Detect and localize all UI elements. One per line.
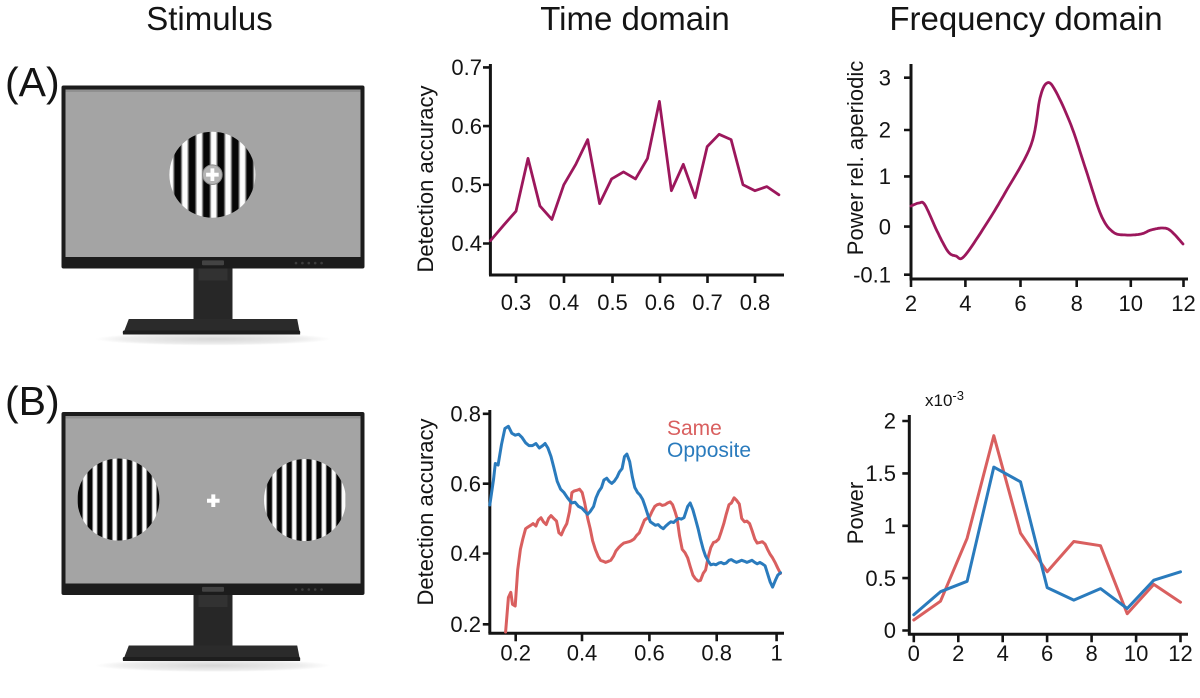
svg-text:Detection accuracy: Detection accuracy <box>413 85 438 272</box>
svg-text:0.4: 0.4 <box>549 290 580 315</box>
svg-text:Frequency domain: Frequency domain <box>889 0 1162 37</box>
svg-text:0: 0 <box>884 618 896 643</box>
svg-text:0.7: 0.7 <box>451 55 482 80</box>
svg-text:10: 10 <box>1124 641 1148 666</box>
svg-text:0.3: 0.3 <box>501 290 532 315</box>
svg-text:8: 8 <box>1071 291 1083 316</box>
svg-text:4: 4 <box>997 641 1009 666</box>
svg-text:2: 2 <box>952 641 964 666</box>
svg-text:0.4: 0.4 <box>451 231 482 256</box>
svg-text:0.4: 0.4 <box>567 640 598 665</box>
svg-text:Power: Power <box>843 482 868 544</box>
svg-text:1.5: 1.5 <box>865 461 896 486</box>
svg-text:0.7: 0.7 <box>692 290 723 315</box>
svg-text:0.5: 0.5 <box>597 290 628 315</box>
svg-text:2: 2 <box>905 291 917 316</box>
svg-text:0.6: 0.6 <box>450 471 481 496</box>
svg-text:12: 12 <box>1171 291 1195 316</box>
svg-text:Detection accuracy: Detection accuracy <box>413 418 438 605</box>
svg-text:4: 4 <box>959 291 971 316</box>
svg-text:0.8: 0.8 <box>450 402 481 427</box>
svg-text:0.5: 0.5 <box>451 173 482 198</box>
svg-text:Power rel. aperiodic: Power rel. aperiodic <box>843 61 868 255</box>
svg-text:-0.1: -0.1 <box>853 262 891 287</box>
svg-text:0.2: 0.2 <box>500 640 531 665</box>
svg-text:8: 8 <box>1085 641 1097 666</box>
svg-text:Stimulus: Stimulus <box>146 0 273 37</box>
svg-text:3: 3 <box>879 65 891 90</box>
svg-text:0.4: 0.4 <box>450 541 481 566</box>
svg-text:0.8: 0.8 <box>740 290 771 315</box>
svg-text:1: 1 <box>879 164 891 189</box>
svg-text:1: 1 <box>884 514 896 539</box>
svg-text:2: 2 <box>884 409 896 434</box>
svg-text:6: 6 <box>1014 291 1026 316</box>
svg-text:0.2: 0.2 <box>450 612 481 637</box>
svg-text:(B): (B) <box>5 378 60 424</box>
svg-text:0: 0 <box>879 214 891 239</box>
svg-text:2: 2 <box>879 118 891 143</box>
svg-text:Opposite: Opposite <box>667 439 751 462</box>
svg-text:0.6: 0.6 <box>634 640 665 665</box>
svg-text:0: 0 <box>908 641 920 666</box>
svg-text:0.6: 0.6 <box>451 114 482 139</box>
svg-text:0.8: 0.8 <box>701 640 732 665</box>
svg-text:(A): (A) <box>5 59 60 105</box>
svg-text:0.5: 0.5 <box>865 566 896 591</box>
svg-text:1: 1 <box>770 640 782 665</box>
svg-text:10: 10 <box>1119 291 1143 316</box>
svg-text:0.6: 0.6 <box>645 290 676 315</box>
svg-text:6: 6 <box>1041 641 1053 666</box>
svg-text:12: 12 <box>1168 641 1192 666</box>
svg-text:Time domain: Time domain <box>540 0 730 37</box>
svg-text:Same: Same <box>667 417 722 440</box>
